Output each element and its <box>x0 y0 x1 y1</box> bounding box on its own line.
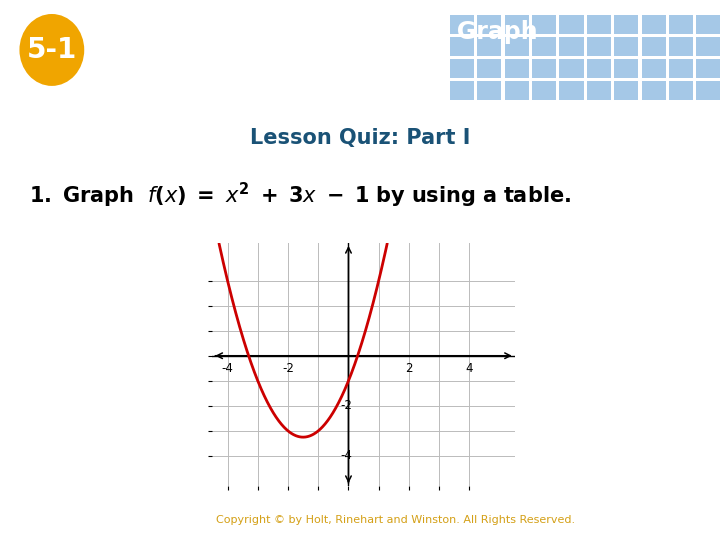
Text: Copyright © by Holt, Rinehart and Winston. All Rights Reserved.: Copyright © by Holt, Rinehart and Winsto… <box>217 515 575 525</box>
Bar <box>532 80 556 100</box>
Bar <box>696 15 720 34</box>
Bar <box>532 58 556 78</box>
Bar <box>559 80 583 100</box>
Text: 2: 2 <box>405 362 413 375</box>
Bar <box>450 58 474 78</box>
Bar <box>614 15 638 34</box>
Bar <box>614 37 638 56</box>
Text: Holt Algebra 2: Holt Algebra 2 <box>14 512 138 527</box>
Bar <box>696 37 720 56</box>
Bar <box>505 37 528 56</box>
Bar <box>559 37 583 56</box>
Bar <box>559 15 583 34</box>
Bar <box>505 15 528 34</box>
Text: 4: 4 <box>466 362 473 375</box>
Text: -2: -2 <box>282 362 294 375</box>
Bar <box>642 15 665 34</box>
Bar <box>669 37 693 56</box>
Ellipse shape <box>19 14 84 86</box>
Bar <box>450 80 474 100</box>
Bar <box>669 58 693 78</box>
Text: 5-1: 5-1 <box>27 36 77 64</box>
Text: Lesson Quiz: Part I: Lesson Quiz: Part I <box>250 128 470 148</box>
Bar <box>477 15 501 34</box>
Bar <box>532 15 556 34</box>
Text: -4: -4 <box>341 449 352 462</box>
Bar <box>559 58 583 78</box>
Bar <box>587 58 611 78</box>
Bar <box>450 15 474 34</box>
Text: -4: -4 <box>222 362 233 375</box>
Bar <box>696 58 720 78</box>
Bar <box>642 37 665 56</box>
Bar <box>505 58 528 78</box>
Bar <box>669 80 693 100</box>
Bar <box>642 80 665 100</box>
Bar <box>505 80 528 100</box>
Bar <box>642 58 665 78</box>
Bar <box>450 37 474 56</box>
Bar <box>696 80 720 100</box>
Bar <box>532 37 556 56</box>
Bar <box>477 58 501 78</box>
Bar <box>587 15 611 34</box>
Text: -2: -2 <box>341 400 352 413</box>
Bar <box>614 80 638 100</box>
Text: Quadratic Functions: Quadratic Functions <box>112 63 380 87</box>
Bar <box>477 37 501 56</box>
Text: $\mathbf{1.\ Graph\ \ \mathit{f}(\mathit{x})\ =\ \mathit{x}^2\ +\ 3\mathit{x}\ -: $\mathbf{1.\ Graph\ \ \mathit{f}(\mathit… <box>29 181 571 211</box>
Text: Using Transformations to Graph: Using Transformations to Graph <box>112 20 537 44</box>
Bar <box>669 15 693 34</box>
Bar <box>477 80 501 100</box>
Bar <box>587 80 611 100</box>
Bar <box>614 58 638 78</box>
Bar <box>587 37 611 56</box>
